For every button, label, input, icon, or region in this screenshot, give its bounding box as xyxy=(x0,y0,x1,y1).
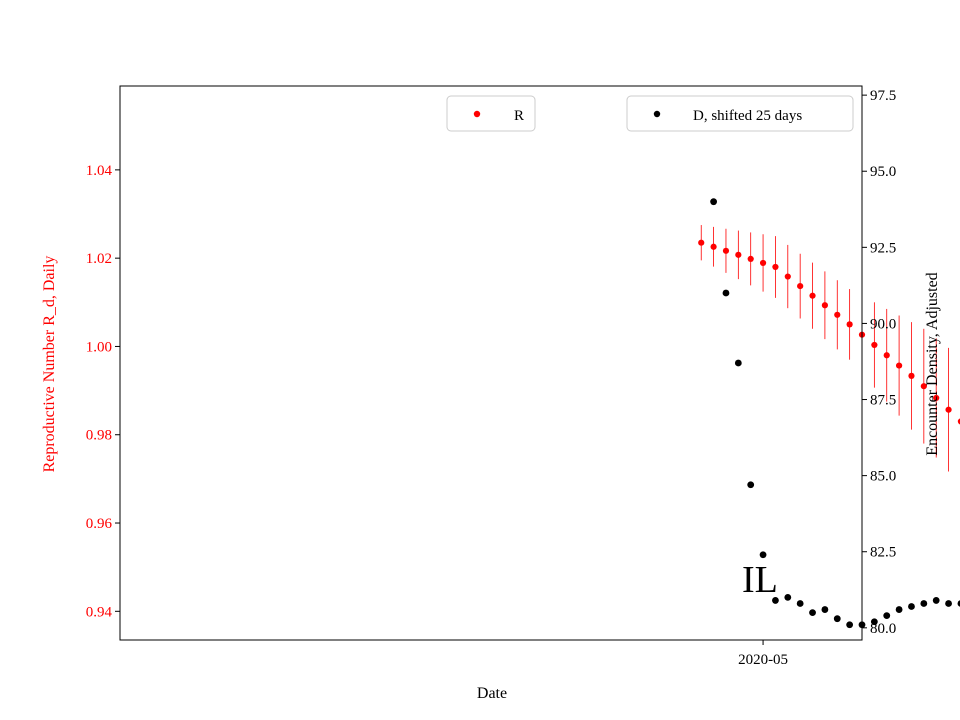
d-point xyxy=(759,551,767,559)
y-right-tick-label: 97.5 xyxy=(870,88,896,104)
d-point xyxy=(747,481,755,489)
y-left-tick-label: 1.02 xyxy=(86,251,112,267)
r-point xyxy=(920,383,927,390)
r-point xyxy=(896,362,903,369)
plot-area xyxy=(697,103,960,629)
legend-d: D, shifted 25 days xyxy=(626,95,854,132)
r-point xyxy=(834,311,841,318)
r-point xyxy=(710,243,717,250)
d-point xyxy=(846,621,854,629)
y-right-tick-label: 92.5 xyxy=(870,240,896,256)
r-point xyxy=(722,247,730,254)
d-point xyxy=(945,600,952,607)
legend-r-label: R xyxy=(514,108,524,124)
legend-d-marker xyxy=(653,110,661,118)
r-point xyxy=(883,352,890,359)
d-point xyxy=(710,198,717,206)
d-point xyxy=(895,606,903,613)
r-point xyxy=(871,341,878,349)
r-point xyxy=(784,273,791,280)
y-right-tick-label: 80.0 xyxy=(870,621,896,637)
x-tick-label: 2020-05 xyxy=(738,652,788,668)
y-right-tick-label: 85.0 xyxy=(870,469,896,485)
r-point xyxy=(809,292,816,299)
d-point xyxy=(833,615,841,623)
r-point xyxy=(698,239,705,246)
d-point xyxy=(809,609,816,617)
legend-d-box xyxy=(626,95,854,132)
legend-r-marker xyxy=(473,110,481,118)
y-right-axis-label: Encounter Density, Adjusted xyxy=(924,272,941,455)
y-right-tick-label: 95.0 xyxy=(870,164,896,180)
y-right-axis-ticks: 80.0 82.5 85.0 87.5 90.0 92.5 95.0 97.5 xyxy=(862,88,896,637)
y-right-tick-label: 90.0 xyxy=(870,316,896,332)
r-point xyxy=(957,418,960,425)
d-point xyxy=(734,359,742,367)
y-left-tick-label: 0.94 xyxy=(86,604,113,620)
y-left-tick-label: 0.98 xyxy=(86,428,112,444)
y-left-tick-label: 0.96 xyxy=(86,516,113,532)
d-point xyxy=(796,600,804,607)
d-point xyxy=(920,600,928,607)
d-point xyxy=(870,618,878,626)
r-point xyxy=(846,321,853,328)
y-right-tick-label: 82.5 xyxy=(870,545,896,561)
r-point xyxy=(759,259,767,267)
state-annotation: IL xyxy=(742,559,778,601)
r-point xyxy=(735,251,742,258)
legend-r: R xyxy=(446,95,536,132)
y-left-tick-label: 1.04 xyxy=(86,163,113,179)
d-point xyxy=(772,597,779,604)
d-point xyxy=(908,603,915,610)
r-point xyxy=(747,255,754,262)
y-left-tick-label: 1.00 xyxy=(86,339,112,355)
d-point xyxy=(821,606,829,613)
y-right-tick-label: 87.5 xyxy=(870,393,896,409)
legend-r-box xyxy=(446,95,536,132)
legend-d-label: D, shifted 25 days xyxy=(693,108,802,124)
r-point xyxy=(945,406,952,413)
d-point xyxy=(957,600,960,607)
d-series-points xyxy=(697,103,960,629)
r-series-points xyxy=(698,239,960,425)
r-point xyxy=(821,302,829,309)
x-axis-ticks: 2020-052020-062020-072020-082020-092020-… xyxy=(738,640,788,668)
r-point xyxy=(772,263,779,271)
r-point xyxy=(908,372,915,379)
d-point xyxy=(784,593,792,601)
d-point xyxy=(932,597,940,604)
d-point xyxy=(883,612,891,620)
x-axis-label: Date xyxy=(477,685,507,702)
r-point xyxy=(797,283,804,290)
axes-frame xyxy=(119,85,863,641)
r-point xyxy=(933,394,940,402)
y-left-axis-ticks: 0.94 0.96 0.98 1.00 1.02 1.04 xyxy=(86,163,120,620)
d-point xyxy=(722,289,730,297)
y-left-axis-label: Reproductive Number R_d, Daily xyxy=(41,256,58,473)
